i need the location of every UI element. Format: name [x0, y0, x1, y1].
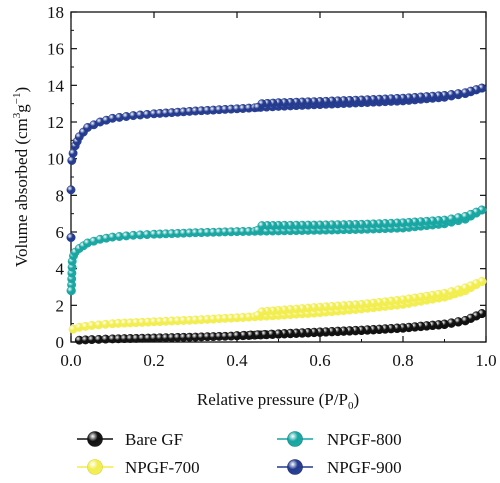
y-tick-label: 10: [47, 150, 64, 169]
legend-item-npgf-900: NPGF-900: [277, 458, 402, 477]
data-point-adsorption: [68, 148, 78, 158]
y-tick-label: 18: [47, 3, 64, 22]
series-npgf-700: [68, 277, 487, 334]
data-point-desorption: [253, 102, 263, 112]
legend-item-npgf-700: NPGF-700: [77, 458, 200, 477]
data-point-low-pressure: [66, 233, 76, 242]
x-tick-label: 0.4: [226, 351, 248, 370]
data-point-low-pressure: [66, 185, 76, 195]
data-point-desorption: [232, 331, 242, 341]
y-tick-label: 6: [56, 223, 65, 242]
legend-item-bare-gf: Bare GF: [77, 430, 183, 449]
x-tick-label: 0.2: [143, 351, 164, 370]
y-tick-label: 4: [56, 260, 65, 279]
x-tick-label: 0.0: [60, 351, 81, 370]
y-tick-label: 16: [47, 40, 64, 59]
legend: Bare GF NPGF-700 NPGF-800 NPGF-900: [77, 430, 402, 477]
x-axis-title-sub: 0: [348, 400, 354, 412]
x-tick-label: 0.6: [309, 351, 330, 370]
y-tick-label: 0: [56, 333, 65, 352]
y-tick-label: 8: [56, 186, 65, 205]
y-axis-title-mid: g: [12, 104, 31, 113]
legend-label-bare-gf: Bare GF: [125, 430, 183, 449]
y-axis-title-tail: ): [12, 87, 31, 93]
series-npgf-800: [66, 205, 487, 296]
x-axis-title: Relative pressure (P/P0): [197, 390, 359, 412]
series-npgf-900: [66, 83, 487, 242]
data-point-desorption: [253, 310, 263, 320]
legend-item-npgf-800: NPGF-800: [277, 430, 402, 449]
legend-marker-npgf-900: [287, 459, 303, 475]
x-tick-label: 0.8: [392, 351, 413, 370]
data-point-low-pressure: [66, 286, 76, 296]
y-tick-label: 12: [47, 113, 64, 132]
legend-label-npgf-900: NPGF-900: [327, 458, 402, 477]
x-tick-label: 1.0: [475, 351, 496, 370]
legend-marker-npgf-700: [87, 459, 103, 475]
series-layer: [66, 83, 487, 345]
y-axis-title-main: Volume absorbed (cm: [12, 118, 31, 267]
y-axis-title-sup2: −1: [11, 93, 23, 105]
x-axis-title-tail: ): [353, 390, 359, 409]
x-axis-title-main: Relative pressure (P/P: [197, 390, 348, 409]
y-tick-label: 2: [56, 296, 65, 315]
legend-label-npgf-800: NPGF-800: [327, 430, 402, 449]
y-tick-label: 14: [47, 76, 65, 95]
data-point-desorption: [253, 225, 263, 235]
series-bare-gf: [74, 309, 487, 345]
legend-marker-bare-gf: [87, 431, 103, 447]
data-point-adsorption: [67, 156, 77, 165]
legend-label-npgf-700: NPGF-700: [125, 458, 200, 477]
legend-marker-npgf-800: [287, 431, 303, 447]
y-axis-title: Volume absorbed (cm3g−1): [11, 87, 31, 267]
y-axis-title-sup1: 3: [11, 112, 23, 118]
plot-frame: [70, 11, 487, 343]
